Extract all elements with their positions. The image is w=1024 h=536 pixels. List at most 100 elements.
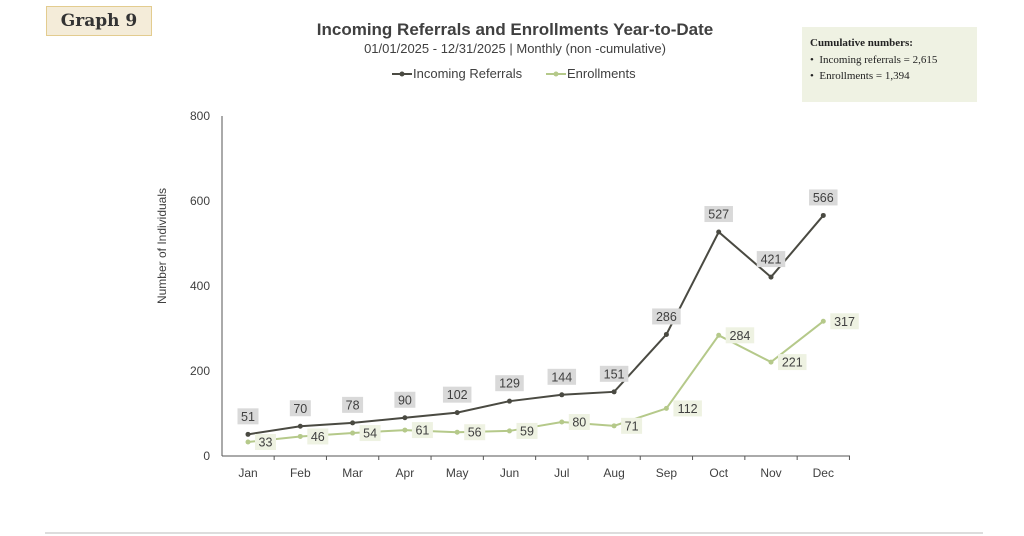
cumulative-note: Cumulative numbers: • Incoming referrals… bbox=[802, 27, 977, 102]
data-point bbox=[350, 420, 356, 426]
data-label-bg bbox=[756, 251, 786, 268]
data-label-bg bbox=[359, 425, 381, 442]
data-label: 54 bbox=[363, 427, 377, 441]
data-point bbox=[768, 274, 774, 280]
data-label-bg bbox=[547, 368, 577, 385]
separator bbox=[45, 532, 983, 534]
x-tick-label: Apr bbox=[396, 466, 415, 480]
data-label-bg bbox=[495, 375, 524, 392]
data-point bbox=[454, 410, 460, 416]
chart-title: Incoming Referrals and Enrollments Year-… bbox=[316, 20, 714, 39]
data-point bbox=[245, 431, 251, 437]
data-label-bg bbox=[237, 408, 259, 425]
data-label: 59 bbox=[520, 424, 534, 438]
data-label-bg bbox=[394, 391, 416, 408]
data-point bbox=[245, 439, 251, 445]
x-tick-label: Dec bbox=[813, 466, 834, 480]
y-axis-label: Number of Individuals bbox=[155, 188, 169, 304]
data-point bbox=[350, 430, 356, 436]
data-label: 527 bbox=[708, 208, 729, 222]
data-label-bg bbox=[778, 354, 807, 371]
data-label-bg bbox=[830, 313, 859, 330]
data-label: 80 bbox=[572, 416, 586, 430]
x-tick-label: Jun bbox=[500, 466, 519, 480]
y-tick-label: 400 bbox=[190, 279, 210, 293]
data-label: 46 bbox=[311, 430, 325, 444]
data-label: 421 bbox=[761, 253, 782, 267]
data-label-bg bbox=[442, 386, 472, 403]
data-label-bg bbox=[652, 308, 681, 325]
x-tick-label: Jan bbox=[238, 466, 257, 480]
data-point bbox=[297, 433, 303, 439]
data-point bbox=[768, 359, 774, 365]
note-item: • Enrollments = 1,394 bbox=[810, 70, 910, 82]
graph-number-badge: Graph 9 bbox=[46, 6, 152, 36]
data-label: 317 bbox=[834, 315, 855, 329]
data-label-bg bbox=[255, 433, 276, 450]
x-tick-label: Nov bbox=[760, 466, 781, 480]
data-label-bg bbox=[464, 424, 486, 441]
data-label: 90 bbox=[398, 393, 412, 407]
y-tick-label: 0 bbox=[203, 449, 210, 463]
data-label: 56 bbox=[468, 426, 482, 440]
data-point bbox=[507, 428, 512, 434]
data-point bbox=[559, 419, 565, 425]
data-point bbox=[716, 229, 722, 235]
series-line-0 bbox=[247, 214, 825, 436]
data-label: 129 bbox=[499, 377, 520, 391]
chart-subtitle: 01/01/2025 - 12/31/2025 | Monthly (non -… bbox=[364, 41, 666, 56]
note-heading: Cumulative numbers: bbox=[810, 37, 913, 49]
data-label-bg bbox=[289, 400, 311, 417]
legend-label: Enrollments bbox=[567, 66, 636, 81]
data-label: 61 bbox=[415, 424, 429, 438]
y-tick-label: 200 bbox=[190, 364, 210, 378]
data-label: 51 bbox=[241, 410, 255, 424]
x-tick-label: Sep bbox=[656, 466, 678, 480]
x-tick-label: Oct bbox=[709, 466, 728, 480]
note-item: • Incoming referrals = 2,615 bbox=[810, 54, 938, 66]
data-label-bg bbox=[621, 417, 643, 434]
data-label: 70 bbox=[293, 402, 307, 416]
data-point bbox=[402, 415, 408, 421]
data-label: 102 bbox=[447, 388, 468, 402]
data-point bbox=[663, 331, 669, 337]
data-label-bg bbox=[704, 206, 733, 223]
data-label: 151 bbox=[604, 367, 625, 381]
data-label: 78 bbox=[346, 398, 360, 412]
data-label-bg bbox=[307, 428, 329, 445]
data-point bbox=[559, 392, 565, 398]
data-label-bg bbox=[568, 414, 590, 430]
data-label-bg bbox=[516, 422, 538, 439]
data-point bbox=[507, 398, 512, 404]
data-label-bg bbox=[342, 396, 364, 413]
data-point bbox=[820, 318, 826, 324]
x-tick-label: May bbox=[446, 466, 469, 480]
data-label-bg bbox=[599, 365, 629, 382]
data-point bbox=[716, 332, 722, 338]
data-label: 144 bbox=[551, 370, 572, 384]
x-tick-label: Jul bbox=[554, 466, 569, 480]
legend-marker bbox=[399, 71, 405, 77]
y-tick-label: 800 bbox=[190, 109, 210, 123]
data-label: 221 bbox=[782, 356, 803, 370]
data-point bbox=[611, 423, 617, 429]
x-tick-label: Aug bbox=[603, 466, 624, 480]
data-label: 566 bbox=[813, 191, 834, 205]
x-tick-label: Feb bbox=[290, 466, 311, 480]
data-point bbox=[454, 429, 460, 435]
data-label: 112 bbox=[678, 402, 698, 416]
data-point bbox=[402, 427, 408, 433]
y-tick-label: 600 bbox=[190, 194, 210, 208]
data-label: 33 bbox=[259, 435, 273, 449]
x-tick-label: Mar bbox=[342, 466, 363, 480]
data-point bbox=[611, 389, 617, 395]
data-label-bg bbox=[673, 400, 702, 417]
legend-label: Incoming Referrals bbox=[413, 66, 523, 81]
data-label: 71 bbox=[625, 419, 639, 433]
data-label: 284 bbox=[730, 329, 751, 343]
legend-marker bbox=[553, 71, 559, 77]
data-point bbox=[820, 212, 826, 218]
data-label-bg bbox=[411, 422, 433, 439]
data-point bbox=[297, 423, 303, 429]
